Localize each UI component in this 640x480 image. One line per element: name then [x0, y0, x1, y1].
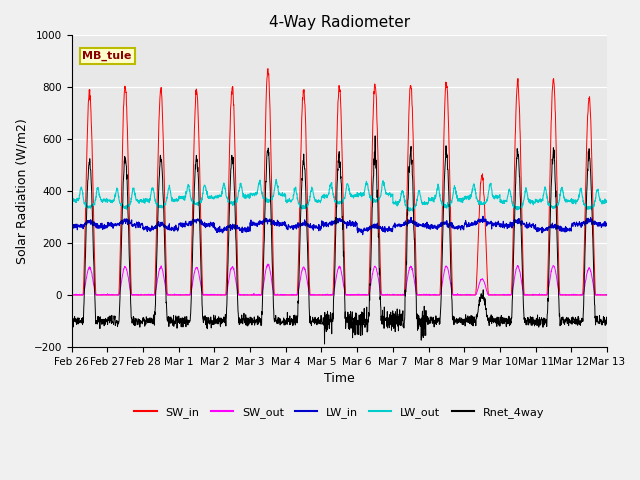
SW_in	[68, 292, 76, 298]
LW_in	[355, 225, 362, 231]
SW_in	[556, 292, 564, 298]
SW_in	[495, 292, 502, 298]
Line: Rnet_4way: Rnet_4way	[72, 136, 607, 344]
SW_out	[264, 261, 271, 267]
LW_out	[571, 197, 579, 203]
LW_in	[556, 223, 564, 229]
Line: SW_in: SW_in	[72, 69, 607, 295]
SW_out	[603, 292, 611, 298]
LW_out	[273, 177, 280, 182]
SW_out	[571, 292, 579, 298]
LW_in	[603, 221, 611, 227]
SW_in	[603, 292, 611, 298]
Legend: SW_in, SW_out, LW_in, LW_out, Rnet_4way: SW_in, SW_out, LW_in, LW_out, Rnet_4way	[130, 402, 548, 422]
LW_out	[406, 208, 413, 214]
LW_out	[355, 192, 363, 197]
Rnet_4way	[321, 341, 328, 347]
Line: SW_out: SW_out	[72, 264, 607, 295]
LW_out	[556, 192, 564, 197]
Rnet_4way	[495, 318, 503, 324]
Rnet_4way	[68, 321, 76, 326]
LW_in	[367, 226, 374, 231]
LW_out	[603, 198, 611, 204]
LW_in	[68, 223, 76, 228]
SW_out	[495, 292, 502, 298]
LW_in	[217, 227, 225, 233]
Y-axis label: Solar Radiation (W/m2): Solar Radiation (W/m2)	[15, 118, 28, 264]
LW_in	[571, 221, 579, 227]
SW_in	[367, 231, 374, 237]
Rnet_4way	[571, 316, 579, 322]
Rnet_4way	[367, 265, 374, 271]
X-axis label: Time: Time	[324, 372, 355, 385]
SW_out	[217, 292, 225, 298]
SW_in	[355, 292, 363, 298]
SW_out	[355, 292, 363, 298]
LW_in	[359, 232, 367, 238]
Line: LW_out: LW_out	[72, 180, 607, 211]
SW_out	[556, 291, 564, 297]
LW_in	[495, 221, 503, 227]
SW_out	[68, 292, 76, 298]
Line: LW_in: LW_in	[72, 216, 607, 235]
SW_in	[217, 292, 225, 298]
Rnet_4way	[217, 315, 225, 321]
Rnet_4way	[556, 323, 564, 329]
SW_in	[264, 66, 272, 72]
Text: MB_tule: MB_tule	[83, 51, 132, 61]
LW_out	[495, 193, 503, 199]
Rnet_4way	[603, 319, 611, 325]
Title: 4-Way Radiometer: 4-Way Radiometer	[269, 15, 410, 30]
LW_out	[217, 193, 225, 199]
Rnet_4way	[355, 332, 363, 337]
Rnet_4way	[371, 133, 379, 139]
SW_in	[571, 292, 579, 298]
LW_out	[68, 198, 76, 204]
LW_in	[479, 214, 487, 219]
LW_out	[367, 195, 374, 201]
SW_out	[367, 283, 374, 289]
